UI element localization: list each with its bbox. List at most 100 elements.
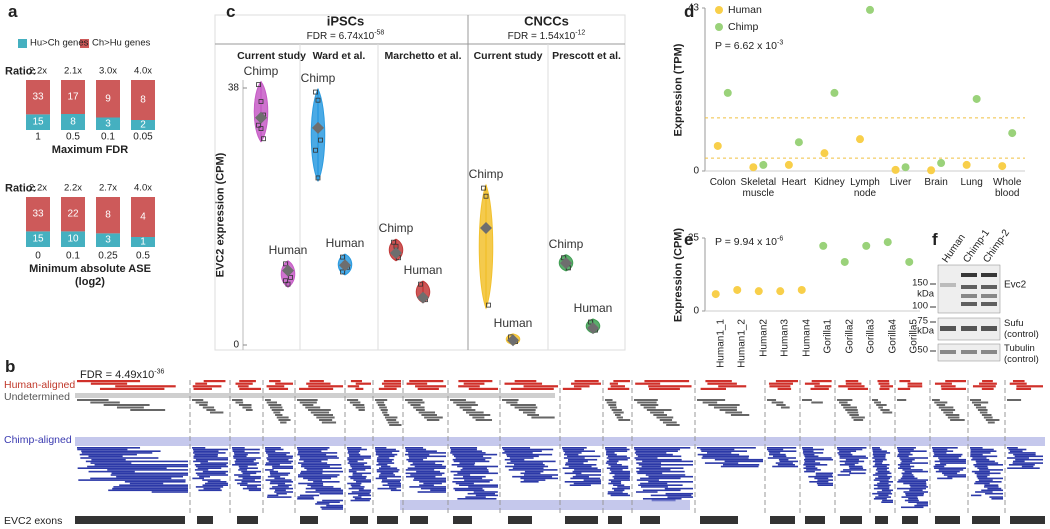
read [267, 458, 289, 461]
read [809, 481, 829, 483]
data-point [713, 141, 722, 150]
group-label: Chimp [300, 71, 336, 86]
p-value: P = 9.94 x 10-6 [715, 236, 783, 249]
legend-marker [715, 23, 723, 31]
read [502, 448, 554, 451]
read [473, 491, 498, 493]
read [900, 458, 915, 461]
read [730, 414, 750, 416]
panel-label: c [226, 2, 236, 22]
read [839, 401, 848, 404]
read [376, 460, 392, 463]
read [880, 409, 890, 411]
read [405, 472, 445, 475]
x-tick-label: Kidney [814, 177, 845, 188]
ratio-label: Ratio: [5, 182, 37, 195]
read [897, 447, 916, 449]
read [872, 453, 886, 456]
ratio-value: 4.0x [134, 65, 152, 77]
read [803, 453, 815, 456]
read [874, 401, 881, 404]
read [524, 470, 544, 473]
read [375, 452, 393, 454]
read [897, 399, 907, 401]
read [307, 484, 324, 486]
read [267, 494, 279, 497]
read [875, 496, 892, 498]
read [417, 491, 446, 493]
exon [350, 516, 368, 524]
read [453, 487, 483, 490]
read [453, 455, 484, 458]
read [116, 406, 144, 409]
read [1012, 460, 1025, 463]
read [613, 411, 624, 414]
read [506, 455, 539, 458]
read [902, 474, 914, 476]
read [644, 380, 690, 383]
read [305, 491, 343, 493]
read [271, 409, 284, 411]
read [203, 487, 221, 490]
read [407, 467, 446, 469]
read [851, 416, 865, 419]
read [810, 387, 829, 390]
read [916, 503, 928, 505]
x-tick-label: 0.5 [66, 131, 80, 143]
study-header: Ward et al. [312, 50, 366, 62]
read [700, 448, 735, 451]
read [775, 462, 793, 464]
read [272, 465, 293, 468]
read [970, 452, 991, 454]
read [879, 481, 893, 483]
read [192, 448, 228, 451]
read [572, 470, 601, 473]
read [376, 470, 399, 473]
read [877, 491, 891, 493]
read [197, 467, 222, 469]
read [872, 474, 888, 476]
read [300, 470, 343, 473]
read [615, 414, 621, 416]
read [410, 464, 443, 466]
read [301, 465, 330, 468]
data-point [481, 185, 486, 191]
read [245, 409, 253, 411]
read [241, 470, 261, 473]
read [837, 452, 851, 454]
read [352, 472, 371, 475]
read [299, 455, 338, 458]
band [961, 285, 977, 289]
read [897, 450, 927, 452]
data-point [256, 82, 261, 88]
bar-segment [26, 114, 50, 130]
read [124, 481, 186, 483]
read [932, 447, 958, 449]
read [268, 455, 293, 458]
read [455, 482, 474, 485]
read [972, 457, 987, 459]
read [90, 462, 132, 464]
read [420, 487, 446, 490]
read [811, 401, 823, 404]
read [970, 494, 982, 497]
read [116, 475, 183, 478]
read-band [75, 437, 1045, 446]
read [306, 382, 331, 385]
band [981, 350, 997, 354]
ratio-label: Ratio: [5, 65, 37, 78]
read [269, 380, 281, 383]
read [563, 450, 595, 452]
read [991, 498, 1003, 500]
value-label: 33 [32, 91, 44, 103]
panel-label: f [932, 230, 938, 250]
read [320, 506, 343, 509]
read [351, 467, 371, 469]
read [297, 399, 318, 401]
data-point [340, 269, 345, 275]
read [947, 416, 960, 419]
read [375, 399, 388, 401]
read [195, 401, 208, 404]
read [843, 469, 867, 471]
read [265, 462, 292, 464]
